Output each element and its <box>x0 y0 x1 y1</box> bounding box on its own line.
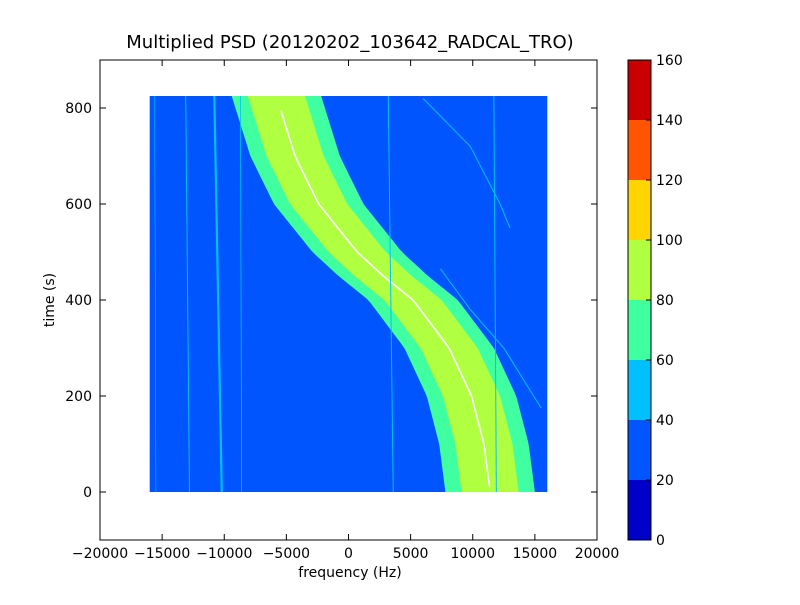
chart-title: Multiplied PSD (20120202_103642_RADCAL_T… <box>126 32 573 53</box>
x-tick-label: 0 <box>344 546 353 562</box>
colorbar-tick-label: 20 <box>656 473 674 489</box>
axes: −20000 −15000 −10000 −5000 0 5000 10000 15000 20… <box>65 59 620 562</box>
y-axis-label: time (s) <box>42 273 58 327</box>
x-tick-label: 15000 <box>513 546 558 562</box>
x-tick-label: 20000 <box>575 546 620 562</box>
interference-line-5 <box>154 95 157 493</box>
colorbar-tick-label: 120 <box>656 173 683 189</box>
signal-band-1 <box>247 96 519 492</box>
faint-arc-1 <box>440 268 542 409</box>
y-tick-label: 800 <box>65 101 92 117</box>
colorbar-tick-label: 140 <box>656 113 683 129</box>
signal-center-line <box>280 110 491 488</box>
colorbar-tick-label: 80 <box>656 293 674 309</box>
x-tick-label: −5000 <box>263 546 310 562</box>
colorbar-segment <box>628 240 651 300</box>
colorbar-tick-label: 160 <box>656 53 683 69</box>
colorbar-segment <box>628 480 651 540</box>
x-tick-label: −15000 <box>134 546 190 562</box>
colorbar-tick-label: 100 <box>656 233 683 249</box>
interference-line-3 <box>387 95 394 493</box>
x-tick-label: −10000 <box>196 546 252 562</box>
colorbar-tick-label: 0 <box>656 533 665 549</box>
colorbar-segment <box>628 60 651 120</box>
interference-line-1 <box>185 95 190 493</box>
colorbar-segment <box>628 300 651 360</box>
x-tick-label: −20000 <box>72 546 128 562</box>
interference-line-2 <box>240 95 243 493</box>
y-tick-label: 600 <box>65 197 92 213</box>
colorbar-segment <box>628 420 651 480</box>
y-tick-label: 200 <box>65 389 92 405</box>
x-tick-label: 10000 <box>450 546 495 562</box>
colorbar-tick-label: 40 <box>656 413 674 429</box>
heatmap <box>149 95 548 493</box>
interference-line-0 <box>213 95 223 493</box>
colorbar-segment <box>628 360 651 420</box>
x-axis-label: frequency (Hz) <box>298 565 401 581</box>
interference-line-4 <box>493 95 497 493</box>
y-tick-label: 400 <box>65 293 92 309</box>
y-tick-label: 0 <box>83 485 92 501</box>
colorbar-segment <box>628 180 651 240</box>
colorbar-segment <box>628 120 651 180</box>
colorbar: 0 20 40 60 80 100 120 140 160 <box>627 53 683 549</box>
faint-arc-0 <box>422 98 511 229</box>
colorbar-tick-label: 60 <box>656 353 674 369</box>
x-tick-label: 5000 <box>393 546 429 562</box>
